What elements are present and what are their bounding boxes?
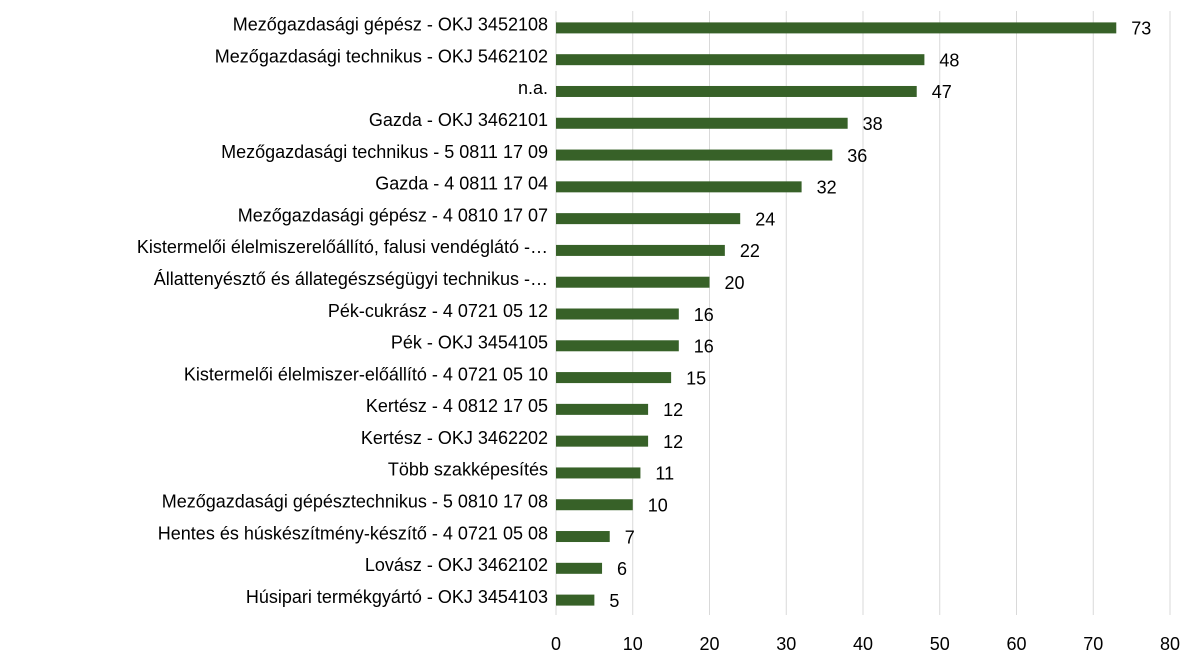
- y-tick-label: Mezőgazdasági gépész - OKJ 3452108: [233, 15, 548, 35]
- bar: [556, 54, 925, 66]
- y-tick-label: Kistermelői élelmiszer-előállító - 4 072…: [184, 364, 548, 384]
- x-tick-label: 80: [1160, 634, 1180, 654]
- bar: [556, 594, 595, 606]
- y-tick-label: Pék - OKJ 3454105: [391, 333, 548, 353]
- bar: [556, 340, 679, 352]
- x-tick-label: 20: [699, 634, 719, 654]
- x-tick-label: 70: [1083, 634, 1103, 654]
- y-tick-label: Mezőgazdasági technikus - OKJ 5462102: [215, 46, 548, 66]
- data-label: 16: [694, 305, 714, 325]
- bar: [556, 499, 633, 511]
- data-label: 12: [663, 400, 683, 420]
- data-label: 7: [625, 527, 635, 547]
- bar: [556, 435, 649, 447]
- data-label: 38: [863, 114, 883, 134]
- data-label: 24: [755, 209, 775, 229]
- data-label: 73: [1131, 19, 1151, 39]
- y-tick-label: Több szakképesítés: [388, 460, 548, 480]
- x-tick-label: 10: [623, 634, 643, 654]
- bar: [556, 22, 1117, 34]
- y-tick-label: Gazda - 4 0811 17 04: [375, 174, 548, 194]
- y-tick-label: Pék-cukrász - 4 0721 05 12: [328, 301, 548, 321]
- x-tick-label: 0: [551, 634, 561, 654]
- bar: [556, 85, 917, 97]
- y-tick-label: Hentes és húskészítmény-készítő - 4 0721…: [158, 523, 548, 543]
- y-tick-label: n.a.: [518, 78, 548, 98]
- data-label: 11: [655, 464, 674, 484]
- data-label: 15: [686, 368, 706, 388]
- bar: [556, 308, 679, 320]
- data-label: 47: [932, 82, 952, 102]
- data-label: 10: [648, 495, 668, 515]
- bar: [556, 372, 672, 384]
- bar: [556, 213, 741, 225]
- y-tick-label: Lovász - OKJ 3462102: [365, 555, 548, 575]
- bar: [556, 531, 610, 543]
- data-label: 20: [725, 273, 745, 293]
- bar: [556, 403, 649, 415]
- y-tick-label: Mezőgazdasági technikus - 5 0811 17 09: [221, 142, 548, 162]
- bar: [556, 149, 833, 161]
- bar: [556, 244, 725, 256]
- y-tick-label: Mezőgazdasági gépész - 4 0810 17 07: [238, 205, 548, 225]
- data-label: 5: [609, 591, 619, 611]
- data-label: 6: [617, 559, 627, 579]
- bar: [556, 181, 802, 193]
- data-label: 12: [663, 432, 683, 452]
- y-tick-label: Kertész - 4 0812 17 05: [366, 396, 548, 416]
- y-tick-label: Mezőgazdasági gépésztechnikus - 5 0810 1…: [162, 491, 548, 511]
- bar: [556, 117, 848, 129]
- bar: [556, 562, 603, 574]
- data-label: 22: [740, 241, 760, 261]
- data-label: 48: [939, 50, 959, 70]
- bar: [556, 276, 710, 288]
- x-tick-label: 30: [776, 634, 796, 654]
- x-tick-label: 60: [1006, 634, 1026, 654]
- y-tick-label: Húsipari termékgyártó - OKJ 3454103: [246, 587, 548, 607]
- x-tick-label: 50: [930, 634, 950, 654]
- data-label: 16: [694, 337, 714, 357]
- y-tick-label: Kistermelői élelmiszerelőállító, falusi …: [137, 237, 548, 257]
- x-tick-label: 40: [853, 634, 873, 654]
- y-tick-label: Kertész - OKJ 3462202: [361, 428, 548, 448]
- bar: [556, 467, 641, 479]
- y-tick-label: Állattenyésztő és állategészségügyi tech…: [154, 269, 548, 289]
- y-tick-label: Gazda - OKJ 3462101: [369, 110, 548, 130]
- data-label: 36: [847, 146, 867, 166]
- data-label: 32: [817, 178, 837, 198]
